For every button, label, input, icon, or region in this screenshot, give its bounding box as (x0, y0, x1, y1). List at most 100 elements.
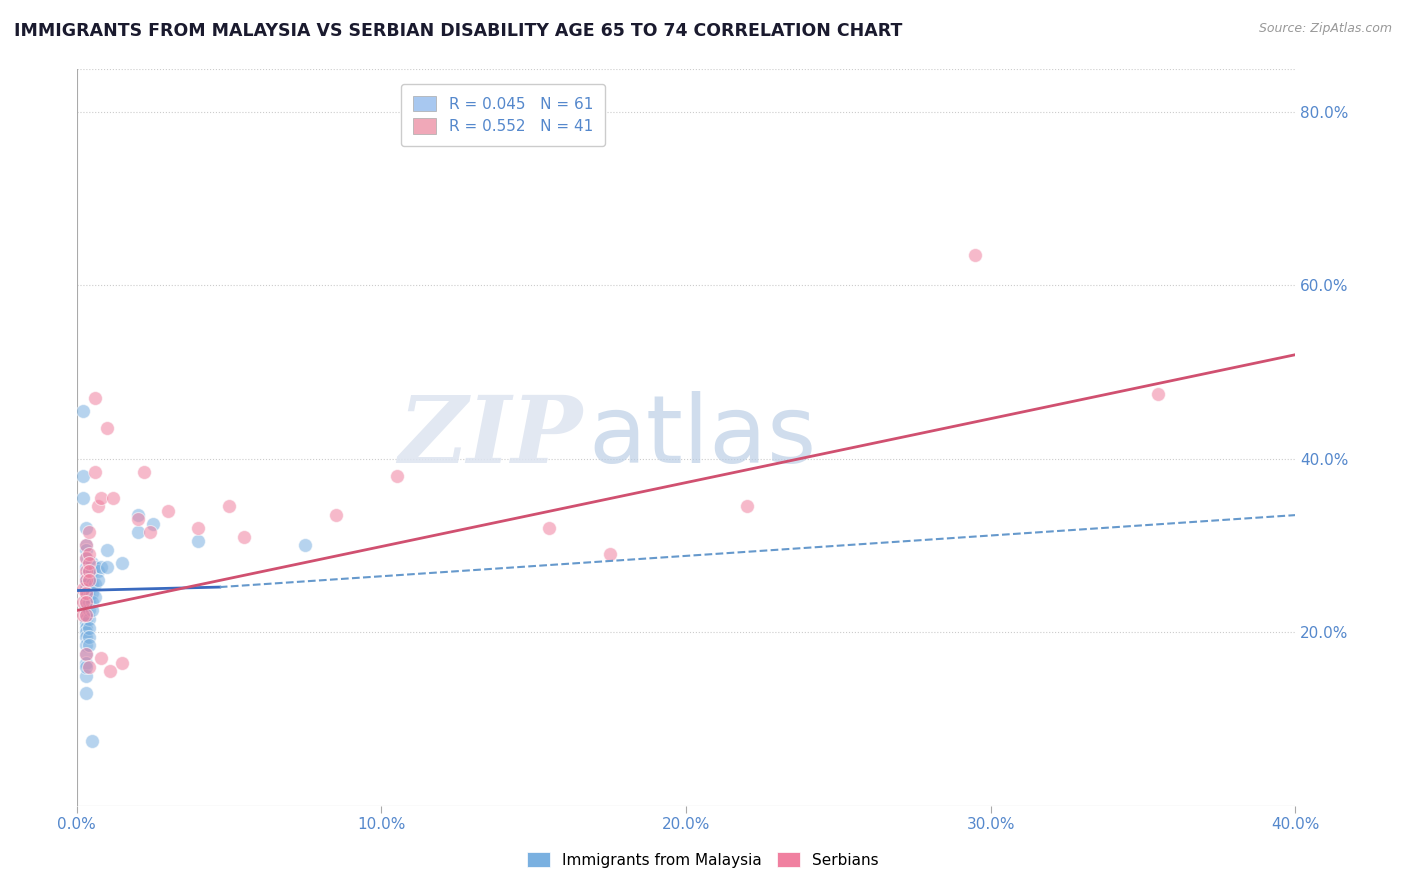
Point (83, 577, 105, 591)
Point (80, 556, 103, 570)
Point (87, 573, 110, 587)
Point (75, 603, 97, 617)
Point (127, 525, 149, 540)
Point (75, 595, 97, 609)
Point (325, 508, 347, 522)
Point (96, 542, 118, 557)
Point (83, 465, 105, 479)
Point (75, 586, 97, 600)
Point (75, 686, 97, 700)
Point (77, 573, 100, 587)
Point (75, 647, 97, 661)
Point (75, 573, 97, 587)
Point (77, 603, 100, 617)
Point (72, 469, 94, 483)
Point (75, 616, 97, 631)
Point (142, 516, 165, 531)
Point (75, 569, 97, 583)
Point (75, 573, 97, 587)
Point (83, 560, 105, 574)
Point (187, 534, 209, 549)
Point (75, 599, 97, 614)
Point (75, 638, 97, 652)
Point (83, 391, 105, 405)
Point (127, 508, 149, 522)
Point (75, 625, 97, 640)
Point (75, 668, 97, 682)
Point (75, 621, 97, 635)
Point (72, 491, 94, 505)
Point (90, 651, 112, 665)
Text: IMMIGRANTS FROM MALAYSIA VS SERBIAN DISABILITY AGE 65 TO 74 CORRELATION CHART: IMMIGRANTS FROM MALAYSIA VS SERBIAN DISA… (14, 22, 903, 40)
Text: atlas: atlas (589, 391, 817, 483)
Point (87, 565, 110, 579)
Point (77, 573, 100, 587)
Point (75, 582, 97, 596)
Point (77, 565, 100, 579)
Point (385, 469, 408, 483)
Point (75, 607, 97, 622)
Point (80, 577, 103, 591)
Point (77, 565, 100, 579)
Point (80, 603, 103, 617)
Point (77, 595, 100, 609)
Legend: Immigrants from Malaysia, Serbians: Immigrants from Malaysia, Serbians (515, 839, 891, 880)
Point (233, 530, 256, 544)
Point (156, 504, 179, 518)
Point (101, 491, 124, 505)
Point (87, 500, 110, 514)
Point (77, 621, 100, 635)
Point (72, 607, 94, 622)
Text: ZIP: ZIP (398, 392, 582, 482)
Point (111, 556, 134, 570)
Point (77, 591, 100, 605)
Point (75, 586, 97, 600)
Point (75, 630, 97, 644)
Point (111, 656, 134, 670)
Point (218, 500, 240, 514)
Point (75, 647, 97, 661)
Point (1147, 386, 1170, 401)
Point (75, 607, 97, 622)
Point (77, 638, 100, 652)
Point (75, 660, 97, 674)
Point (77, 582, 100, 596)
Point (80, 565, 103, 579)
Point (132, 465, 155, 479)
Point (75, 521, 97, 535)
Point (75, 565, 97, 579)
Point (77, 547, 100, 561)
Point (127, 512, 149, 526)
Point (294, 538, 316, 552)
Point (96, 421, 118, 435)
Point (537, 521, 560, 535)
Point (75, 542, 97, 557)
Point (80, 595, 103, 609)
Point (80, 586, 103, 600)
Point (72, 404, 94, 418)
Point (75, 538, 97, 552)
Point (77, 630, 100, 644)
Point (90, 560, 112, 574)
Point (72, 582, 94, 596)
Point (599, 547, 621, 561)
Point (75, 595, 97, 609)
Text: Source: ZipAtlas.com: Source: ZipAtlas.com (1258, 22, 1392, 36)
Point (75, 560, 97, 574)
Point (80, 733, 103, 747)
Point (72, 595, 94, 609)
Point (735, 500, 758, 514)
Point (75, 551, 97, 566)
Point (77, 525, 100, 540)
Point (98, 664, 121, 678)
Point (965, 248, 987, 262)
Point (75, 656, 97, 670)
Point (75, 612, 97, 626)
Point (83, 591, 105, 605)
Point (77, 556, 100, 570)
Point (90, 491, 112, 505)
Point (77, 660, 100, 674)
Point (75, 538, 97, 552)
Point (75, 551, 97, 566)
Point (138, 525, 160, 540)
